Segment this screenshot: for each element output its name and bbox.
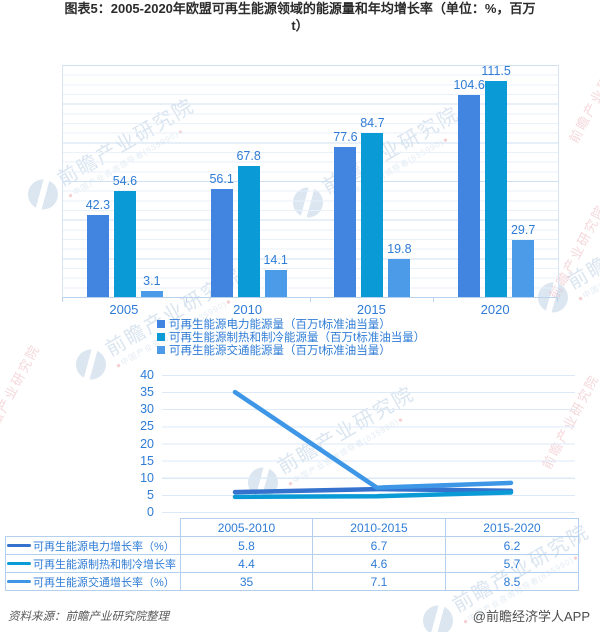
row-label-cell: 可再生能源电力增长率（%） bbox=[5, 536, 181, 555]
chart-title-line2: t） bbox=[291, 18, 309, 33]
table-header-cell: 2010-2015 bbox=[312, 518, 446, 537]
bar bbox=[86, 215, 109, 297]
x-axis-tick bbox=[62, 298, 63, 302]
legend-swatch-icon bbox=[157, 332, 165, 341]
x-axis-tick bbox=[557, 298, 558, 302]
row-label: 可再生能源电力增长率（%） bbox=[6, 538, 180, 554]
table-header-cell bbox=[6, 519, 181, 537]
value-cell: 5.8 bbox=[180, 536, 313, 555]
x-axis-tick bbox=[185, 298, 187, 302]
bar-value-label: 56.1 bbox=[209, 171, 234, 186]
y-axis-tick-label: 40 bbox=[140, 368, 154, 382]
bar-value-label: 19.8 bbox=[387, 241, 412, 256]
watermark-subtext: ●中国产业咨询领导者(835990)● bbox=[576, 232, 600, 304]
line-swatch-icon bbox=[7, 579, 31, 584]
row-label-cell: 可再生能源交通增长率（%） bbox=[5, 572, 181, 591]
row-label-text: 可再生能源电力增长率（%） bbox=[33, 540, 175, 553]
bar-chart-legend: 可再生能源电力能源量（百万t标准油当量） 可再生能源制热和制冷能源量（百万t标准油… bbox=[157, 317, 426, 357]
y-axis-tick-label: 5 bbox=[147, 487, 154, 502]
x-axis-label: 2015 bbox=[356, 302, 386, 317]
bar bbox=[334, 147, 357, 297]
legend-swatch-icon bbox=[157, 319, 165, 328]
table-row: 可再生能源制热和制冷增长率 4.4 4.6 5.7 bbox=[5, 554, 579, 573]
table-header-row: 2005-2010 2010-2015 2015-2020 bbox=[6, 518, 579, 537]
y-axis-tick-label: 25 bbox=[140, 419, 154, 434]
bar-value-label: 111.5 bbox=[481, 64, 511, 79]
y-axis-tick-label: 35 bbox=[140, 385, 154, 400]
bar-value-label: 54.6 bbox=[112, 174, 138, 189]
line-swatch-icon bbox=[7, 561, 31, 566]
bar bbox=[264, 269, 287, 297]
watermark-logo-icon bbox=[22, 174, 64, 215]
table-row: 可再生能源电力增长率（%） 5.8 6.7 6.2 bbox=[5, 536, 579, 555]
value-cell: 7.1 bbox=[312, 572, 446, 591]
y-axis-tick-label: 10 bbox=[140, 470, 154, 485]
bar bbox=[485, 81, 508, 297]
bar-value-label: 84.7 bbox=[360, 116, 385, 131]
x-axis-tick bbox=[433, 298, 435, 302]
value-cell: 4.6 bbox=[312, 554, 446, 573]
bar-value-label: 104.6 bbox=[453, 77, 485, 92]
watermark-fragment: 前瞻产业研究院 bbox=[0, 341, 43, 442]
x-axis-label: 2005 bbox=[109, 302, 139, 317]
table-row: 可再生能源交通增长率（%） 35 7.1 8.5 bbox=[5, 572, 579, 591]
bar-value-label: 14.1 bbox=[263, 252, 288, 267]
value-cell: 4.4 bbox=[180, 554, 313, 573]
watermark-text: 前瞻产业研究院 bbox=[564, 197, 600, 294]
legend-swatch-icon bbox=[157, 345, 165, 354]
legend-item: 可再生能源交通能源量（百万t标准油当量） bbox=[157, 343, 425, 357]
legend-label: 可再生能源制热和制冷能源量（百万t标准油当量） bbox=[169, 331, 426, 344]
value-cell: 6.7 bbox=[312, 536, 446, 555]
watermark-logo-icon bbox=[417, 600, 459, 632]
bar bbox=[512, 239, 535, 297]
row-label-text: 可再生能源交通增长率（%） bbox=[33, 576, 175, 589]
row-label-cell: 可再生能源制热和制冷增长率 bbox=[5, 554, 181, 573]
bar-value-label: 3.1 bbox=[143, 274, 161, 288]
watermark-logo-icon bbox=[70, 344, 112, 385]
watermark-text-block: 前瞻产业研究院●中国产业咨询领导者(835990)● bbox=[561, 193, 600, 305]
table-header-cell: 2015-2020 bbox=[445, 518, 579, 537]
legend-label: 可再生能源电力能源量（百万t标准油当量） bbox=[169, 318, 391, 331]
bar bbox=[361, 133, 384, 297]
x-axis-tick bbox=[309, 298, 311, 302]
bar-chart-plot: 42.3 54.6 3.1 56.1 67.8 14.1 77.6 84.7 19.8 104.6… bbox=[62, 64, 559, 297]
line-swatch-icon bbox=[7, 543, 31, 548]
x-axis-label: 2010 bbox=[233, 302, 263, 317]
bar bbox=[113, 191, 136, 297]
legend-label: 可再生能源交通能源量（百万t标准油当量） bbox=[169, 344, 391, 357]
x-axis-label: 2020 bbox=[480, 302, 510, 317]
y-axis-tick-label: 30 bbox=[140, 402, 154, 417]
chart-title-line1: 图表5：2005-2020年欧盟可再生能源领域的能源量和年均增长率（单位：%，百… bbox=[64, 1, 536, 16]
chart-title: 图表5：2005-2020年欧盟可再生能源领域的能源量和年均增长率（单位：%，百… bbox=[0, 0, 600, 34]
bar bbox=[237, 165, 260, 297]
legend-item: 可再生能源电力能源量（百万t标准油当量） bbox=[157, 317, 425, 331]
watermark-fragment: 前瞻产业研究院 bbox=[566, 45, 600, 146]
value-cell: 8.5 bbox=[445, 572, 579, 591]
row-label: 可再生能源制热和制冷增长率 bbox=[6, 556, 180, 572]
bar-value-label: 29.7 bbox=[510, 222, 536, 237]
table-header-cell: 2005-2010 bbox=[180, 518, 313, 537]
value-cell: 35 bbox=[180, 572, 313, 591]
app-credit: @前瞻经济学人APP bbox=[472, 609, 590, 624]
bar-value-label: 67.8 bbox=[236, 148, 261, 163]
row-label: 可再生能源交通增长率（%） bbox=[6, 574, 180, 590]
bar bbox=[210, 188, 233, 297]
line-chart-plot bbox=[162, 375, 575, 513]
y-axis-tick-label: 20 bbox=[140, 436, 154, 451]
bar bbox=[388, 258, 411, 297]
bar bbox=[458, 94, 481, 297]
bar-chart-x-axis bbox=[62, 297, 558, 298]
legend-item: 可再生能源制热和制冷能源量（百万t标准油当量） bbox=[157, 330, 426, 344]
value-cell: 6.2 bbox=[445, 536, 579, 555]
bar-value-label: 42.3 bbox=[85, 198, 111, 213]
y-axis-tick-label: 0 bbox=[147, 505, 154, 519]
value-cell: 5.7 bbox=[445, 554, 579, 573]
source-note: 资料来源：前瞻产业研究院整理 bbox=[8, 611, 169, 623]
bar-value-label: 77.6 bbox=[333, 130, 358, 144]
growth-rate-table: 2005-2010 2010-2015 2015-2020 可再生能源电力增长率（%）… bbox=[5, 518, 579, 591]
row-label-text: 可再生能源制热和制冷增长率 bbox=[33, 558, 176, 571]
bar bbox=[140, 291, 163, 297]
y-axis-tick-label: 15 bbox=[140, 453, 154, 468]
